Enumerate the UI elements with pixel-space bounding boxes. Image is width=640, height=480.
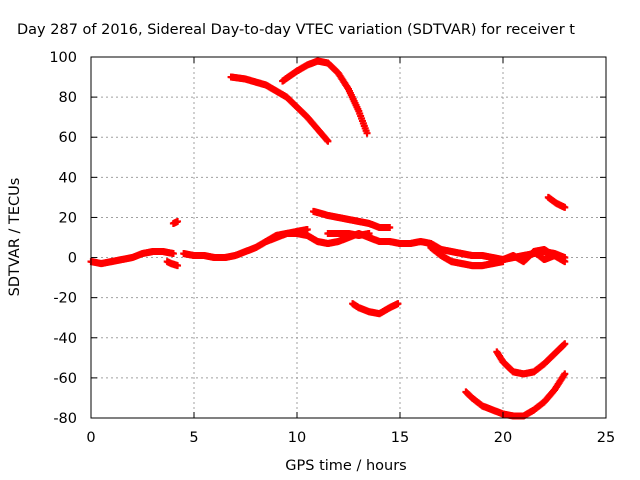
x-axis-label: GPS time / hours (285, 458, 406, 474)
x-tick-label: 0 (86, 430, 95, 446)
y-tick-label: -20 (53, 291, 77, 307)
data-point (174, 217, 182, 225)
data-point (561, 258, 569, 266)
data-series (324, 229, 373, 239)
data-point (324, 137, 332, 145)
y-tick-label: 0 (68, 251, 77, 267)
y-tick-label: 100 (49, 50, 77, 66)
x-tick-label: 25 (597, 430, 615, 446)
y-axis-label: SDTVAR / TECUs (7, 178, 23, 297)
data-series (169, 217, 182, 227)
data-series (279, 57, 371, 137)
plot-frame (90, 56, 607, 419)
y-tick-label: -60 (53, 371, 77, 387)
data-series (163, 258, 182, 270)
y-tick-label: -40 (53, 331, 77, 347)
data-series (530, 246, 554, 258)
data-point (303, 225, 311, 233)
axis-ticks: 0 5 10 15 20 25 -80 -60 -40 -20 0 20 40 60 80 100 (49, 50, 615, 446)
y-tick-label: 80 (59, 90, 77, 106)
grid-lines (91, 57, 606, 418)
data-point (546, 250, 554, 258)
data-series (462, 370, 569, 420)
y-tick-label: 40 (59, 170, 77, 186)
y-tick-label: 20 (59, 210, 77, 226)
y-tick-label: 60 (59, 130, 77, 146)
data-point (386, 223, 394, 231)
data-series (262, 225, 311, 246)
data-point (174, 262, 182, 270)
data-series (493, 340, 569, 378)
data-point (365, 229, 373, 237)
data-point (394, 300, 402, 308)
data-point (561, 370, 569, 378)
data-points (87, 57, 569, 420)
data-point (363, 129, 371, 137)
data-series (349, 300, 402, 318)
data-point (169, 250, 177, 258)
data-series (427, 244, 507, 270)
data-series (544, 193, 569, 211)
chart-title: Day 287 of 2016, Sidereal Day-to-day VTE… (17, 22, 575, 38)
y-tick-label: -80 (53, 411, 77, 427)
x-tick-label: 5 (189, 430, 198, 446)
data-point (561, 340, 569, 348)
data-series (87, 248, 177, 268)
data-series (309, 207, 394, 231)
data-series (227, 73, 332, 145)
x-tick-label: 10 (288, 430, 306, 446)
x-tick-label: 15 (391, 430, 409, 446)
data-point (561, 203, 569, 211)
x-tick-label: 20 (494, 430, 512, 446)
